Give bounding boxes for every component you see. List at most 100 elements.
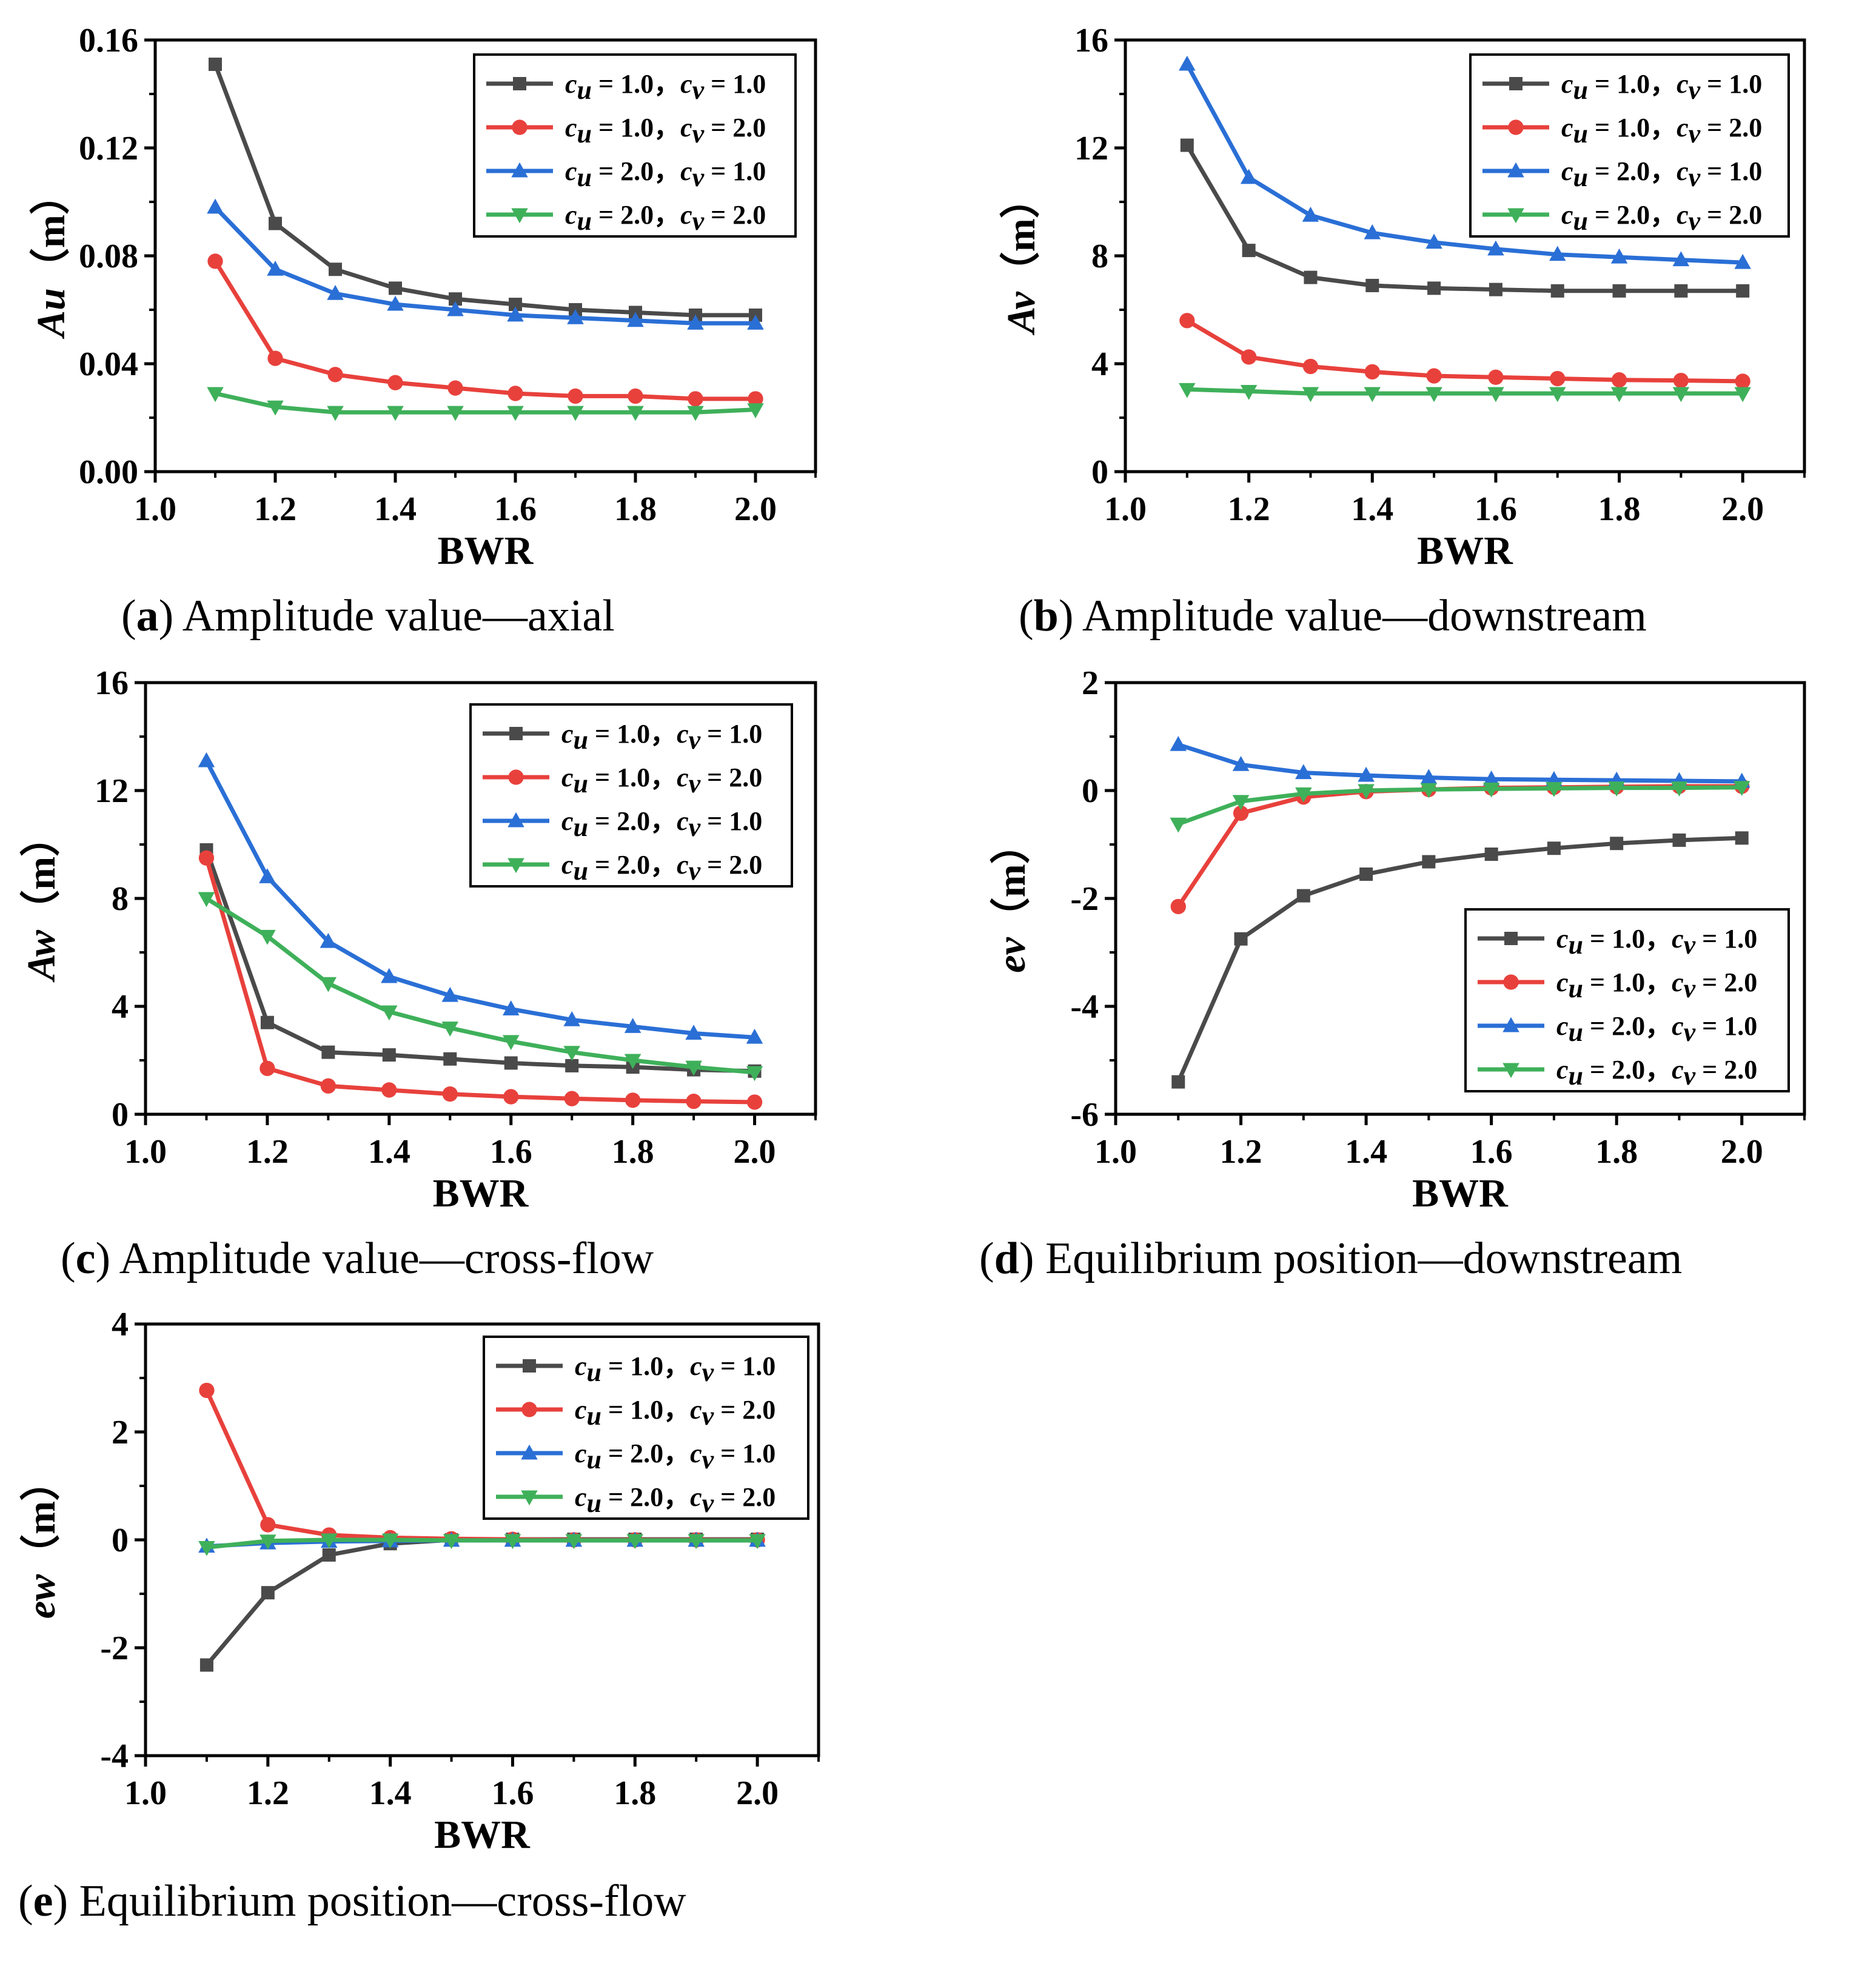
data-point: [1735, 831, 1749, 845]
data-point: [1488, 369, 1504, 385]
data-point: [1734, 387, 1751, 403]
data-point: [1610, 837, 1624, 851]
data-point: [1170, 817, 1187, 833]
series-line: [213, 206, 755, 326]
x-tick-label: 1.8: [1595, 1133, 1638, 1171]
data-point: [507, 406, 524, 421]
data-point: [267, 260, 284, 276]
legend-swatch-marker: [1502, 1017, 1519, 1032]
legend-label: cu = 1.0，cv = 2.0: [565, 113, 766, 149]
data-point: [320, 977, 337, 992]
data-point: [387, 406, 404, 421]
legend-swatch-marker: [1507, 162, 1524, 178]
y-tick-label: 0.12: [79, 130, 138, 167]
series-line: [205, 1537, 758, 1667]
data-point: [381, 1533, 399, 1549]
legend-label: cu = 1.0，cv = 1.0: [565, 69, 766, 105]
data-point: [1427, 281, 1441, 295]
data-point: [1608, 781, 1625, 797]
y-tick-label: 4: [112, 1306, 129, 1343]
legend-entry: cu = 2.0，cv = 1.0: [483, 806, 762, 842]
data-point: [687, 406, 704, 421]
data-point: [1550, 284, 1564, 298]
series-1: [199, 1533, 765, 1672]
series-line: [1187, 387, 1743, 396]
data-point: [685, 1025, 702, 1040]
series-line: [1178, 785, 1742, 826]
data-point: [198, 850, 215, 866]
data-point: [1180, 138, 1194, 152]
data-point: [567, 309, 584, 324]
legend-label: cu = 1.0，cv = 1.0: [1556, 924, 1757, 960]
x-tick-label: 1.6: [491, 1774, 534, 1812]
x-tick-label: 1.4: [1345, 1133, 1387, 1171]
x-tick-label: 2.0: [1721, 1133, 1763, 1171]
data-point: [508, 386, 523, 401]
data-point: [567, 406, 584, 421]
data-point: [1672, 251, 1690, 267]
data-point: [749, 1534, 766, 1550]
data-point: [1234, 932, 1248, 946]
x-tick-label: 1.0: [1094, 1133, 1137, 1171]
legend-label: cu = 2.0，cv = 1.0: [565, 156, 766, 192]
series-line: [205, 897, 755, 1075]
data-point: [747, 314, 764, 330]
data-point: [387, 295, 404, 311]
legend: cu = 1.0，cv = 1.0 cu = 1.0，cv = 2.0 cu = 2…: [1469, 53, 1790, 238]
y-tick-label: 0: [1082, 772, 1099, 810]
data-point: [1670, 781, 1688, 797]
series-4: [198, 892, 763, 1082]
legend-swatch-marker: [1502, 1063, 1519, 1078]
series-3: [207, 198, 764, 330]
series-line: [1176, 835, 1742, 1083]
panel-caption: (a) Amplitude value—axial: [121, 591, 615, 641]
series-line: [213, 260, 755, 401]
data-point: [1170, 736, 1187, 751]
x-tick-label: 1.4: [369, 1774, 412, 1812]
data-point: [267, 350, 283, 366]
y-tick-label: 2: [112, 1414, 129, 1451]
x-tick-label: 1.0: [1104, 490, 1147, 528]
data-point: [1549, 246, 1566, 261]
legend-label: cu = 1.0，cv = 2.0: [1561, 113, 1762, 149]
x-axis-label: BWR: [434, 1813, 531, 1857]
series-4: [207, 387, 764, 421]
data-point: [504, 1056, 518, 1070]
legend-entry: cu = 2.0，cv = 1.0: [1482, 156, 1762, 192]
data-point: [1179, 55, 1196, 71]
data-point: [1550, 370, 1566, 387]
legend-label: cu = 2.0，cv = 2.0: [1556, 1055, 1757, 1091]
data-point: [1241, 349, 1257, 365]
series-1: [209, 58, 762, 322]
x-tick-label: 1.6: [1475, 490, 1517, 528]
data-point: [685, 1060, 702, 1076]
data-point: [565, 1058, 579, 1072]
data-point: [1302, 206, 1319, 222]
legend-swatch-marker: [1507, 208, 1524, 224]
x-axis-label: BWR: [438, 529, 534, 573]
y-tick-label: -6: [1070, 1096, 1099, 1134]
data-point: [207, 387, 224, 403]
y-tick-label: 0.00: [79, 453, 138, 491]
data-point: [1295, 764, 1312, 780]
x-tick-label: 1.8: [612, 1133, 654, 1171]
data-point: [447, 380, 463, 396]
series-line: [206, 1537, 758, 1550]
legend-entry: cu = 1.0，cv = 2.0: [486, 113, 766, 149]
data-point: [1233, 805, 1249, 821]
data-point: [1179, 383, 1196, 398]
legend-label: cu = 2.0，cv = 1.0: [1561, 156, 1762, 192]
y-axis-label: ew（m）: [19, 1461, 64, 1619]
legend: cu = 1.0，cv = 1.0 cu = 1.0，cv = 2.0 cu = 2…: [473, 53, 797, 238]
series-2: [207, 253, 763, 407]
legend-swatch-marker: [508, 858, 524, 874]
data-point: [1170, 898, 1186, 914]
legend-entry: cu = 1.0，cv = 1.0: [1482, 69, 1762, 105]
data-point: [1672, 387, 1690, 403]
legend-label: cu = 1.0，cv = 2.0: [575, 1395, 776, 1431]
data-point: [624, 1018, 642, 1033]
series-2: [198, 850, 763, 1110]
data-point: [1736, 284, 1750, 298]
data-point: [627, 406, 644, 421]
data-point: [624, 1054, 642, 1069]
